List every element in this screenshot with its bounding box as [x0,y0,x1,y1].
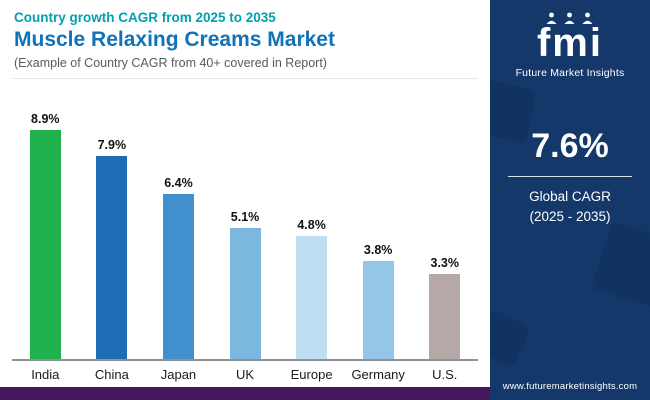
bar-value-label: 6.4% [164,176,193,190]
global-cagr-block: 7.6% Global CAGR (2025 - 2035) [508,127,632,226]
chart-section: Country growth CAGR from 2025 to 2035 Mu… [0,0,490,400]
logo-text: fmi [536,21,603,65]
header: Country growth CAGR from 2025 to 2035 Mu… [0,0,490,72]
bar-chart: 8.9% 7.9% 6.4% 5.1% 4.8% 3.8% 3.3% India China J… [0,72,490,387]
bar [162,194,194,359]
fmi-logo: fmi Future Market Insights [516,12,625,79]
chart-note: (Example of Country CAGR from 40+ covere… [14,56,327,70]
global-cagr-label-line2: (2025 - 2035) [529,208,611,224]
x-axis-label: Germany [351,366,405,382]
divider [508,176,632,177]
website-link[interactable]: www.futuremarketinsights.com [502,381,638,392]
logo-people-icons [516,12,625,25]
brand-panel: fmi Future Market Insights 7.6% Global C… [490,0,650,400]
x-axis-label: Japan [160,366,197,382]
bar [229,228,261,359]
bar-group-japan: 6.4% [145,176,212,359]
bar [96,156,128,359]
x-axis-label: Europe [290,366,333,382]
bar-group-us: 3.3% [411,256,478,359]
x-axis-label: UK [235,366,255,382]
bar-group-india: 8.9% [12,112,79,359]
bar-group-germany: 3.8% [345,243,412,359]
person-icon [582,12,593,24]
x-axis-label: India [31,366,60,382]
bar [362,261,394,359]
plot-area: 8.9% 7.9% 6.4% 5.1% 4.8% 3.8% 3.3% [12,78,478,361]
bar-group-uk: 5.1% [212,210,279,359]
x-axis-label: China [94,366,129,382]
bar-group-europe: 4.8% [278,218,345,359]
bar [29,130,61,359]
bar [429,274,461,359]
bar [296,236,328,359]
global-cagr-label: Global CAGR (2025 - 2035) [508,187,632,226]
bar-value-label: 5.1% [230,210,260,224]
global-cagr-label-line1: Global CAGR [529,189,611,204]
bar-value-label: 3.8% [363,243,393,257]
person-icon [564,12,575,24]
decorative-square [490,308,532,368]
page-title: Muscle Relaxing Creams Market [14,28,335,51]
bar-group-china: 7.9% [79,138,146,359]
bar-value-label: 4.8% [297,218,326,232]
person-icon [546,12,557,24]
x-axis-labels: India China Japan UK Europe Germany U.S. [12,361,478,387]
chart-subtitle: Country growth CAGR from 2025 to 2035 [14,10,276,25]
bar-value-label: 8.9% [31,112,60,126]
x-axis-label: U.S. [432,366,458,382]
brand-name: Future Market Insights [515,67,625,79]
bar-value-label: 7.9% [97,138,127,152]
footer-accent-bar [0,387,490,400]
global-cagr-value: 7.6% [531,127,609,165]
bar-value-label: 3.3% [430,256,460,270]
decorative-square [590,220,650,310]
